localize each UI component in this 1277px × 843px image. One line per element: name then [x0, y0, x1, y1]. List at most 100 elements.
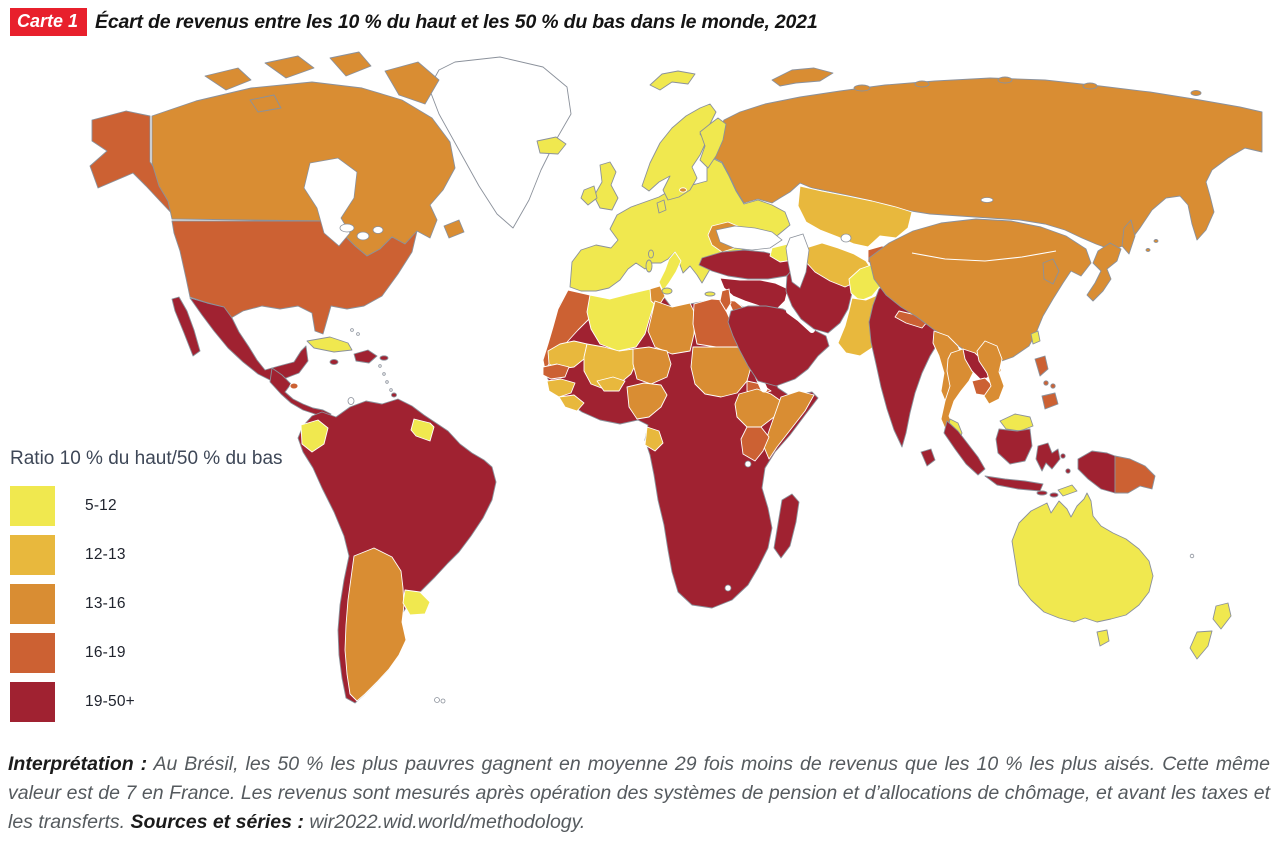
region-korea — [1042, 258, 1060, 285]
region-hispaniola — [353, 349, 378, 364]
caspian-sea — [785, 233, 810, 289]
lake-victoria — [744, 460, 752, 468]
mongolia-border — [911, 250, 1057, 262]
region-kazakhstan — [797, 185, 913, 248]
figure-title: Écart de revenus entre les 10 % du haut … — [95, 10, 818, 33]
region-canadian-arctic-islands — [204, 51, 440, 113]
map-number-badge: Carte 1 — [10, 8, 88, 36]
region-israel — [719, 288, 732, 312]
region-finland — [699, 117, 727, 169]
region-russian-arctic-islands — [771, 67, 1202, 252]
new-caledonia — [1189, 553, 1195, 559]
region-russia — [713, 77, 1263, 251]
region-cuba — [306, 336, 353, 353]
region-philippines — [1034, 355, 1059, 410]
legend-label: 16-19 — [85, 644, 126, 661]
region-central-america — [269, 367, 332, 422]
region-malaysia-borneo — [999, 413, 1034, 432]
legend-item: 5-12 — [10, 486, 283, 526]
region-ecuador — [300, 419, 329, 453]
region-vietnam — [976, 340, 1005, 405]
note-label-sources: Sources et séries : — [130, 810, 304, 833]
region-lesser-sunda-islands — [1036, 490, 1059, 498]
region-kenya — [740, 426, 770, 462]
region-burkina-faso — [596, 376, 626, 392]
region-puerto-rico — [379, 355, 389, 361]
region-madagascar — [773, 493, 800, 559]
region-west-papua — [1077, 450, 1116, 494]
region-greenland — [428, 56, 572, 229]
region-denmark — [656, 199, 667, 214]
region-sakhalin — [1121, 219, 1136, 255]
region-algeria — [586, 288, 656, 352]
region-kaliningrad — [679, 187, 687, 193]
legend-item: 19-50+ — [10, 682, 283, 722]
region-uruguay — [402, 589, 431, 616]
legend-item: 13-16 — [10, 584, 283, 624]
legend-item: 16-19 — [10, 633, 283, 673]
region-syria-iraq — [719, 277, 789, 312]
region-moluccas — [1060, 453, 1071, 474]
lake-maracaibo — [347, 397, 355, 405]
region-borneo — [995, 428, 1033, 465]
region-somalia — [763, 390, 815, 460]
region-sri-lanka — [920, 448, 936, 467]
lesotho — [724, 584, 732, 592]
region-guinea — [546, 378, 576, 398]
region-mali — [583, 343, 638, 390]
region-papua-new-guinea — [1114, 455, 1156, 494]
legend-swatch-5-12 — [10, 486, 55, 526]
legend-label: 13-16 — [85, 595, 126, 612]
region-tunisia — [649, 285, 666, 308]
region-jamaica — [329, 359, 339, 365]
lake-baikal — [980, 197, 994, 203]
region-nigeria — [626, 382, 668, 420]
region-el-salvador — [289, 382, 299, 390]
region-libya — [647, 300, 696, 355]
region-ireland — [580, 185, 598, 206]
figure-header: Carte 1 Écart de revenus entre les 10 % … — [10, 8, 818, 36]
great-lakes — [339, 223, 384, 241]
lesser-antilles-islets — [350, 328, 393, 392]
region-scandinavia — [641, 103, 717, 201]
region-timor — [1057, 484, 1078, 497]
region-sierra-leone-liberia — [558, 394, 585, 412]
note-text-sources: wir2022.wid.world/methodology. — [303, 810, 586, 833]
region-taiwan — [1030, 330, 1041, 345]
map-legend: Ratio 10 % du haut/50 % du bas 5-12 12-1… — [10, 448, 283, 731]
region-senegal — [542, 363, 570, 380]
hudson-bay — [303, 157, 358, 247]
black-sea — [715, 225, 783, 251]
region-gabon — [644, 426, 664, 452]
note-text-interpretation: Au Brésil, les 50 % les plus pauvres gag… — [8, 753, 1270, 833]
legend-swatch-16-19 — [10, 633, 55, 673]
interpretation-note: Interprétation : Au Brésil, les 50 % les… — [8, 750, 1270, 837]
region-australia — [1011, 492, 1154, 623]
aral-sea — [840, 233, 852, 243]
region-united-kingdom — [593, 161, 619, 211]
legend-label: 12-13 — [85, 546, 126, 563]
region-niger — [632, 346, 672, 385]
region-newfoundland — [443, 219, 465, 239]
note-label-interpretation: Interprétation : — [8, 753, 148, 775]
region-mediterranean-islands — [645, 249, 746, 297]
legend-swatch-13-16 — [10, 584, 55, 624]
region-argentina — [344, 547, 407, 702]
legend-swatch-12-13 — [10, 535, 55, 575]
region-japan — [1086, 242, 1122, 302]
region-suriname — [410, 418, 435, 442]
region-trinidad — [391, 392, 397, 398]
legend-label: 5-12 — [85, 497, 117, 514]
legend-label: 19-50+ — [85, 693, 135, 710]
region-java — [984, 475, 1044, 492]
legend-swatch-19-50plus — [10, 682, 55, 722]
falkland-islands — [434, 697, 446, 704]
persian-gulf — [786, 308, 815, 333]
legend-title: Ratio 10 % du haut/50 % du bas — [10, 448, 283, 469]
region-mexico — [171, 296, 309, 382]
legend-item: 12-13 — [10, 535, 283, 575]
region-sulawesi — [1035, 442, 1061, 472]
